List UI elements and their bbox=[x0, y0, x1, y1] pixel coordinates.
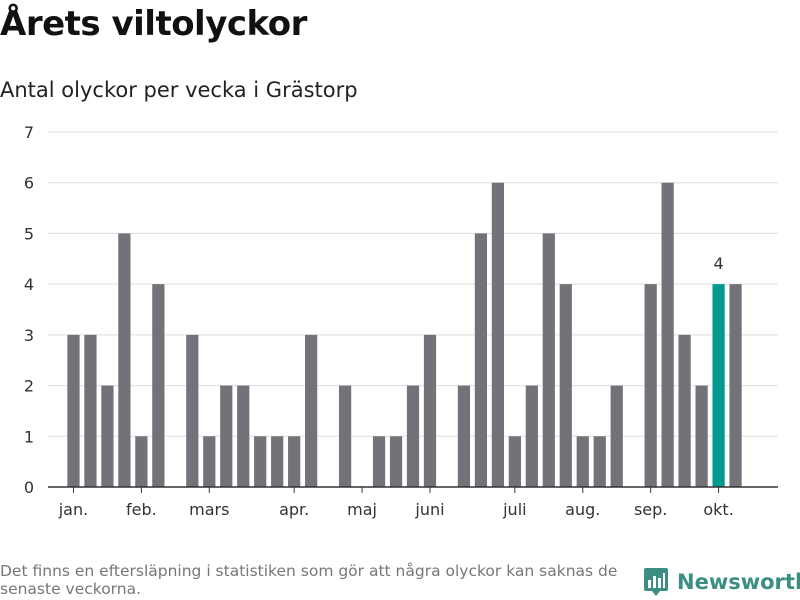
bar-week-25 bbox=[457, 385, 471, 487]
y-tick-label: 2 bbox=[24, 377, 34, 396]
x-tick-label: aug. bbox=[565, 500, 600, 519]
bar-week-36 bbox=[644, 284, 657, 487]
bar-week-34 bbox=[610, 385, 623, 487]
bar-week-29 bbox=[525, 385, 538, 487]
bar-week-23 bbox=[423, 334, 437, 487]
bar-week-10 bbox=[203, 436, 216, 487]
bar-week-2 bbox=[67, 334, 80, 487]
y-tick-label: 7 bbox=[24, 123, 34, 142]
bar-week-9 bbox=[186, 334, 199, 487]
x-tick-label: apr. bbox=[279, 500, 309, 519]
bar-week-6 bbox=[135, 436, 148, 487]
y-tick-label: 5 bbox=[24, 224, 34, 243]
y-tick-label: 6 bbox=[24, 174, 34, 193]
bar-value-label: 4 bbox=[713, 254, 723, 273]
x-tick-label: jan. bbox=[58, 500, 88, 519]
y-tick-label: 0 bbox=[24, 478, 34, 497]
x-tick-label: mars bbox=[189, 500, 229, 519]
x-tick-label: sep. bbox=[634, 500, 667, 519]
bar-week-31 bbox=[559, 284, 572, 487]
y-tick-label: 4 bbox=[24, 275, 34, 294]
bar-week-41 bbox=[729, 284, 742, 487]
x-tick-label: okt. bbox=[703, 500, 733, 519]
chart-subtitle: Antal olyckor per vecka i Grästorp bbox=[0, 78, 358, 102]
bar-layer bbox=[67, 182, 742, 487]
bar-week-40 bbox=[712, 284, 725, 487]
brand[interactable]: Newsworthy bbox=[643, 567, 800, 597]
chart-title: Årets viltolyckor bbox=[0, 4, 307, 44]
bar-week-38 bbox=[678, 334, 691, 487]
bar-week-27 bbox=[491, 182, 504, 487]
footnote: Det finns en eftersläpning i statistiken… bbox=[0, 562, 618, 598]
bar-week-20 bbox=[372, 436, 386, 487]
bar-week-13 bbox=[254, 436, 267, 487]
bar-week-5 bbox=[118, 233, 131, 487]
y-tick-label: 3 bbox=[24, 326, 34, 345]
y-tick-label: 1 bbox=[24, 427, 34, 446]
bar-week-14 bbox=[271, 436, 284, 487]
label-layer: 4 bbox=[713, 254, 723, 273]
bar-week-7 bbox=[152, 284, 165, 487]
x-tick-label: maj bbox=[347, 500, 377, 519]
bar-week-22 bbox=[406, 385, 420, 487]
bar-week-21 bbox=[389, 436, 403, 487]
bar-week-39 bbox=[695, 385, 708, 487]
x-tick-label: juli bbox=[502, 500, 526, 519]
x-tick-label: juni bbox=[414, 500, 444, 519]
bar-week-15 bbox=[288, 436, 301, 487]
bar-week-33 bbox=[593, 436, 606, 487]
bar-week-11 bbox=[220, 385, 233, 487]
brand-name: Newsworthy bbox=[677, 570, 800, 594]
bar-week-3 bbox=[84, 334, 97, 487]
bar-week-16 bbox=[305, 334, 318, 487]
bar-week-30 bbox=[542, 233, 555, 487]
x-tick-label: feb. bbox=[126, 500, 157, 519]
bar-week-4 bbox=[101, 385, 114, 487]
newsworthy-logo-icon bbox=[644, 568, 668, 596]
bar-week-37 bbox=[661, 182, 674, 487]
axis-layer: 0 1 2 3 4 5 6 7 jan. feb. mars apr. maj juni juli aug. s… bbox=[24, 123, 778, 519]
bar-week-18 bbox=[338, 385, 352, 487]
bar-week-26 bbox=[474, 233, 488, 487]
bar-week-32 bbox=[576, 436, 589, 487]
bar-week-12 bbox=[237, 385, 250, 487]
bar-week-28 bbox=[508, 436, 521, 487]
